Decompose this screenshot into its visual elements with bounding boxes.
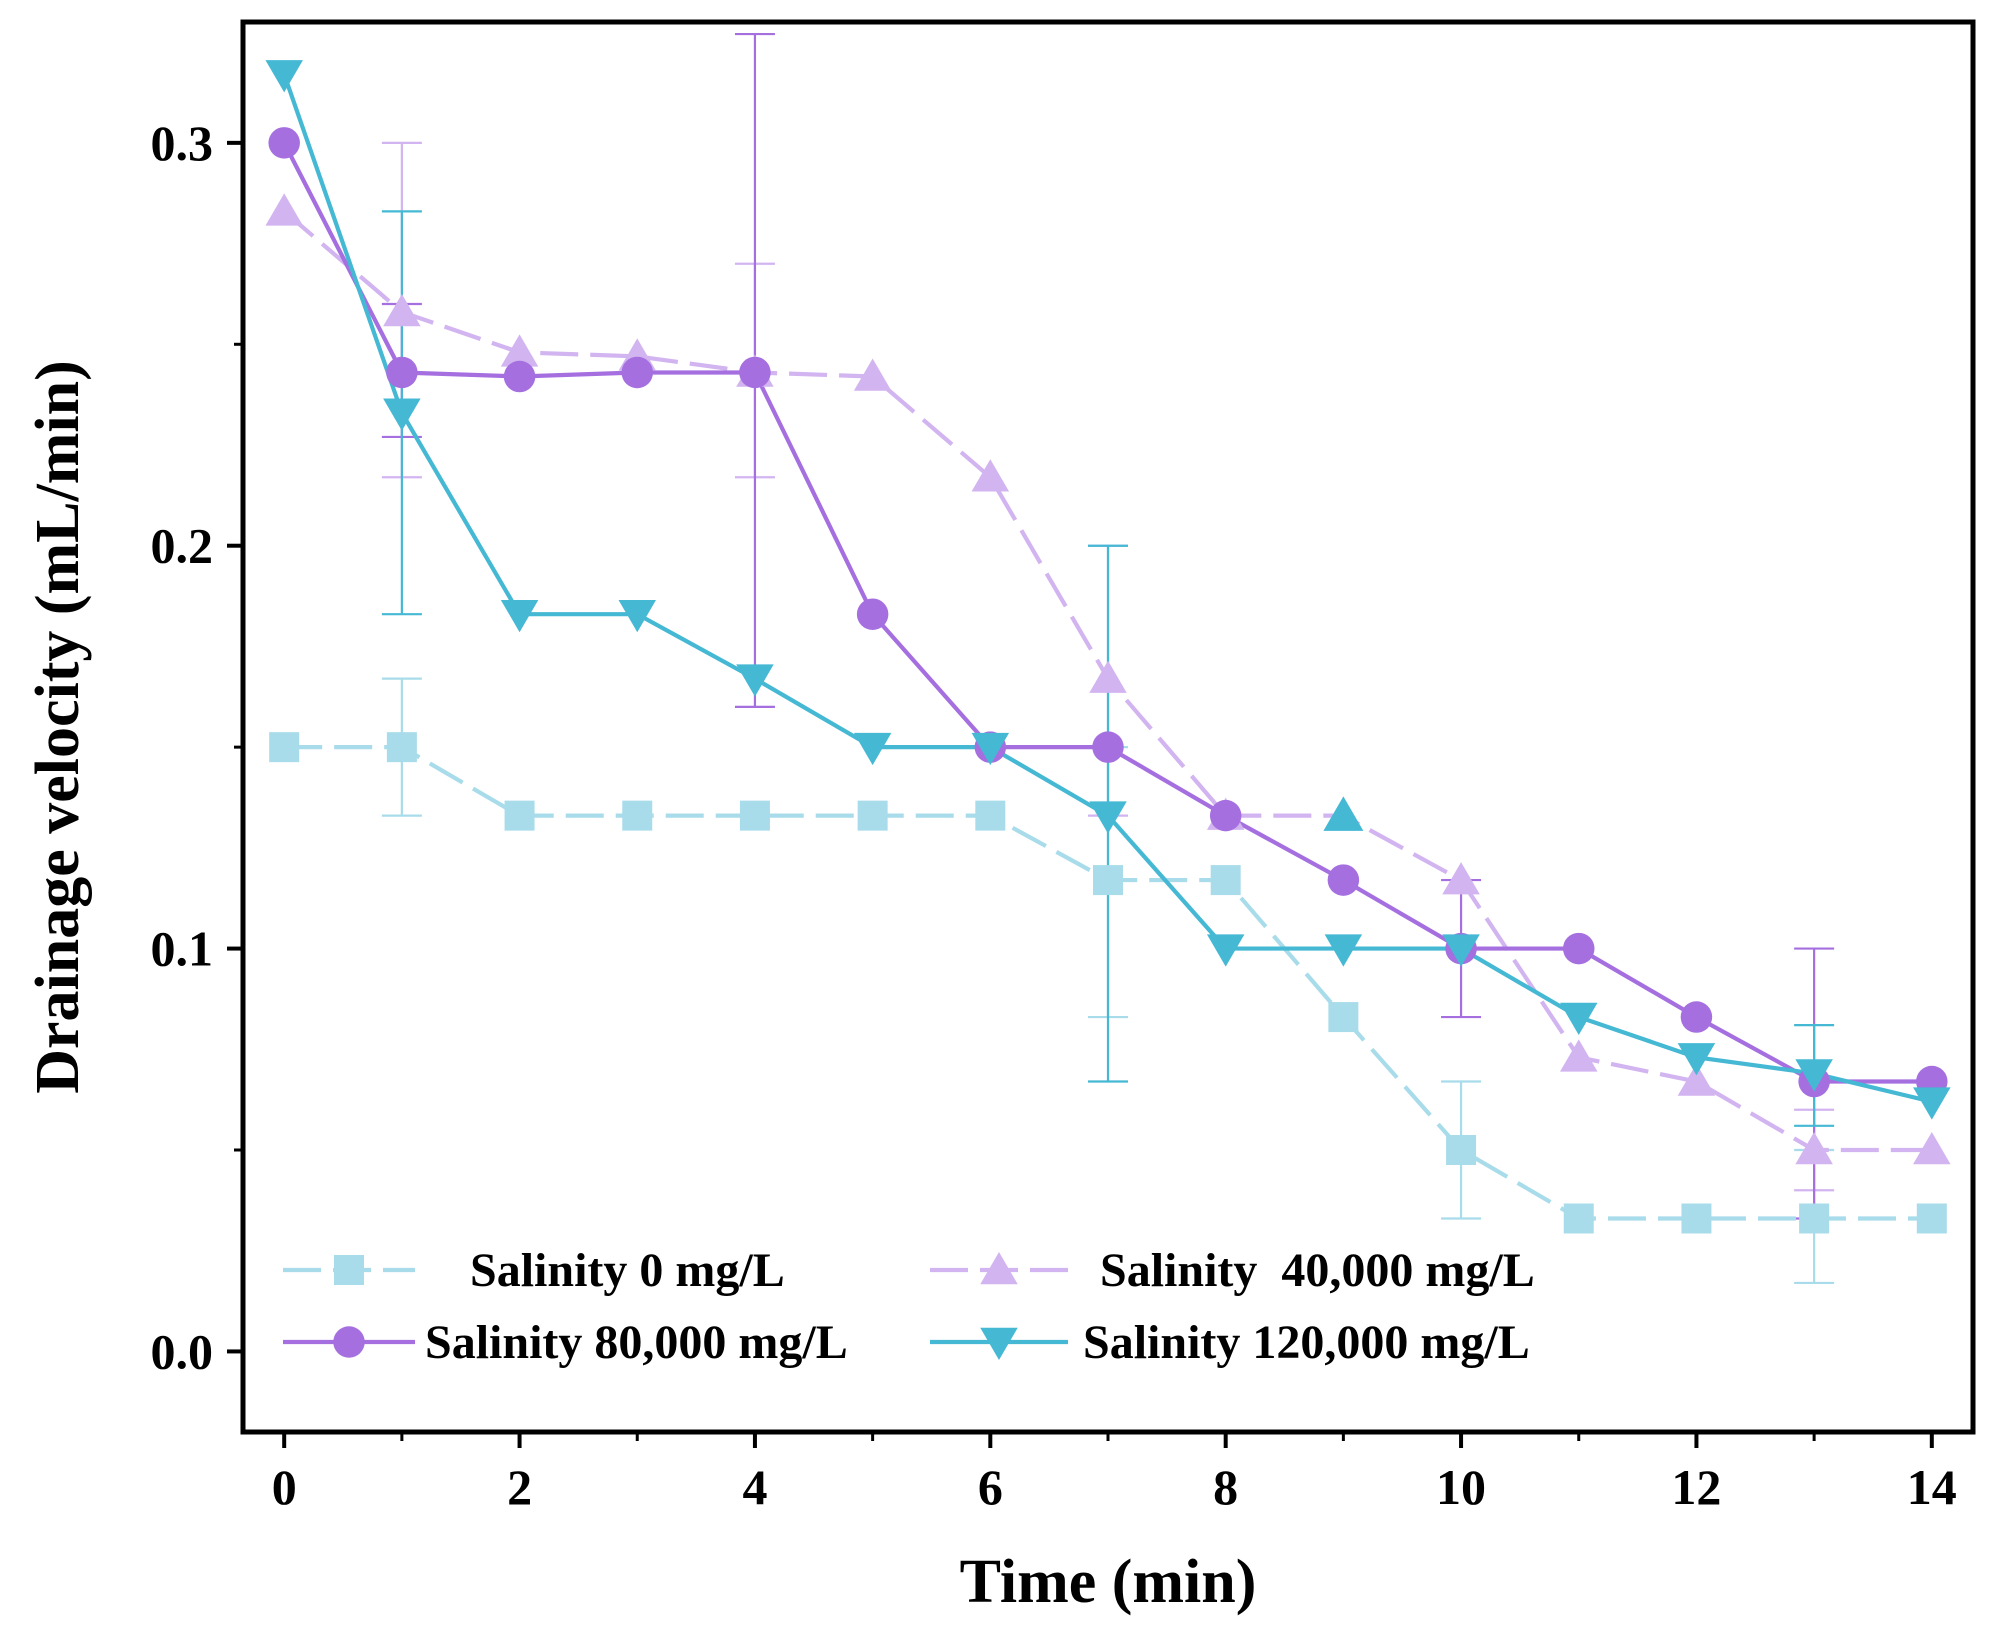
legend-marker bbox=[333, 1326, 365, 1358]
y-tick-label: 0.0 bbox=[151, 1323, 214, 1379]
data-point-salinity-120-000-mg-l bbox=[1206, 934, 1245, 967]
data-point-salinity-0-mg-l bbox=[1916, 1203, 1947, 1234]
data-point-salinity-120-000-mg-l bbox=[383, 398, 421, 431]
data-point-salinity-40-000-mg-l bbox=[1677, 1063, 1716, 1096]
data-point-salinity-0-mg-l bbox=[1328, 1002, 1359, 1033]
data-point-salinity-120-000-mg-l bbox=[618, 599, 657, 633]
y-axis-title: Drainage velocity (mL/min) bbox=[24, 360, 92, 1094]
series-markers bbox=[265, 60, 1951, 1234]
data-point-salinity-80-000-mg-l bbox=[739, 356, 771, 389]
data-point-salinity-120-000-mg-l bbox=[265, 60, 303, 93]
data-point-salinity-80-000-mg-l bbox=[621, 356, 654, 389]
x-tick-label: 4 bbox=[742, 1459, 767, 1515]
data-point-salinity-0-mg-l bbox=[1446, 1135, 1477, 1165]
y-tick-label: 0.3 bbox=[151, 115, 214, 171]
data-point-salinity-120-000-mg-l bbox=[853, 732, 892, 766]
data-point-salinity-80-000-mg-l bbox=[1209, 799, 1242, 832]
legend-marker bbox=[980, 1327, 1018, 1360]
data-point-salinity-0-mg-l bbox=[504, 800, 535, 831]
data-point-salinity-80-000-mg-l bbox=[1092, 731, 1124, 763]
data-point-salinity-40-000-mg-l bbox=[1913, 1132, 1951, 1165]
extra-data-point bbox=[1323, 796, 1364, 831]
legend-marker bbox=[980, 1252, 1018, 1285]
data-point-salinity-80-000-mg-l bbox=[386, 356, 418, 389]
data-point-salinity-80-000-mg-l bbox=[268, 127, 300, 159]
data-point-salinity-0-mg-l bbox=[1681, 1203, 1712, 1234]
data-point-salinity-40-000-mg-l bbox=[500, 334, 539, 367]
x-tick-label: 10 bbox=[1436, 1459, 1486, 1515]
data-point-salinity-120-000-mg-l bbox=[971, 732, 1010, 766]
legend-entry: Salinity 80,000 mg/L bbox=[283, 1316, 848, 1369]
data-point-salinity-0-mg-l bbox=[857, 800, 888, 831]
legend-entry: Salinity 120,000 mg/L bbox=[930, 1316, 1530, 1369]
data-point-salinity-40-000-mg-l bbox=[1559, 1039, 1598, 1072]
legend-label: Salinity 80,000 mg/L bbox=[425, 1316, 848, 1369]
data-point-salinity-120-000-mg-l bbox=[1089, 801, 1127, 834]
data-point-salinity-0-mg-l bbox=[739, 800, 770, 831]
x-tick-label: 12 bbox=[1671, 1459, 1721, 1515]
data-point-salinity-80-000-mg-l bbox=[1680, 1001, 1713, 1033]
x-tick-label: 6 bbox=[978, 1459, 1003, 1515]
x-tick-label: 8 bbox=[1213, 1459, 1238, 1515]
data-point-salinity-120-000-mg-l bbox=[1913, 1087, 1951, 1120]
data-point-salinity-80-000-mg-l bbox=[503, 360, 536, 393]
data-point-salinity-40-000-mg-l bbox=[1442, 862, 1480, 895]
x-axis-title: Time (min) bbox=[960, 1548, 1257, 1616]
legend-label: Salinity 40,000 mg/L bbox=[1100, 1244, 1535, 1297]
x-tick-label: 14 bbox=[1907, 1459, 1957, 1515]
legend-label: Salinity 0 mg/L bbox=[470, 1244, 785, 1297]
data-point-salinity-120-000-mg-l bbox=[500, 599, 539, 633]
data-point-salinity-80-000-mg-l bbox=[1562, 932, 1595, 965]
data-point-salinity-40-000-mg-l bbox=[853, 358, 892, 391]
data-point-salinity-0-mg-l bbox=[1210, 865, 1241, 896]
data-point-salinity-80-000-mg-l bbox=[1327, 864, 1360, 896]
data-point-salinity-0-mg-l bbox=[269, 732, 300, 763]
data-point-salinity-0-mg-l bbox=[1093, 865, 1123, 896]
data-point-salinity-40-000-mg-l bbox=[971, 459, 1010, 492]
axes: 0 2 4 6 8 10 12 14 0.0 0.1 0.2 0.3 bbox=[151, 115, 1957, 1515]
legend: Salinity 0 mg/L Salinity 40,000 mg/L Salin… bbox=[283, 1244, 1535, 1369]
data-point-salinity-120-000-mg-l bbox=[1559, 1002, 1598, 1036]
data-point-salinity-0-mg-l bbox=[975, 800, 1006, 831]
data-point-salinity-0-mg-l bbox=[622, 800, 653, 831]
x-tick-label: 0 bbox=[272, 1459, 297, 1515]
data-point-salinity-40-000-mg-l bbox=[383, 294, 421, 327]
data-point-salinity-120-000-mg-l bbox=[736, 664, 774, 697]
data-point-salinity-120-000-mg-l bbox=[1677, 1043, 1716, 1076]
legend-entry: Salinity 40,000 mg/L bbox=[930, 1244, 1535, 1297]
y-tick-label: 0.2 bbox=[151, 518, 214, 574]
x-tick-label: 2 bbox=[507, 1459, 532, 1515]
legend-entry: Salinity 0 mg/L bbox=[283, 1244, 785, 1297]
data-point-salinity-120-000-mg-l bbox=[1324, 934, 1363, 967]
data-point-salinity-80-000-mg-l bbox=[856, 598, 889, 630]
legend-label: Salinity 120,000 mg/L bbox=[1083, 1316, 1530, 1369]
data-point-salinity-120-000-mg-l bbox=[1795, 1059, 1833, 1092]
data-point-salinity-0-mg-l bbox=[1563, 1203, 1594, 1234]
data-point-salinity-120-000-mg-l bbox=[1442, 934, 1480, 967]
data-point-salinity-0-mg-l bbox=[1799, 1203, 1830, 1234]
data-point-salinity-40-000-mg-l bbox=[265, 193, 303, 226]
data-point-salinity-0-mg-l bbox=[386, 732, 417, 763]
legend-marker bbox=[334, 1255, 364, 1285]
data-point-salinity-40-000-mg-l bbox=[1089, 660, 1127, 693]
data-point-salinity-40-000-mg-l bbox=[1795, 1132, 1833, 1165]
y-tick-label: 0.1 bbox=[151, 921, 214, 977]
